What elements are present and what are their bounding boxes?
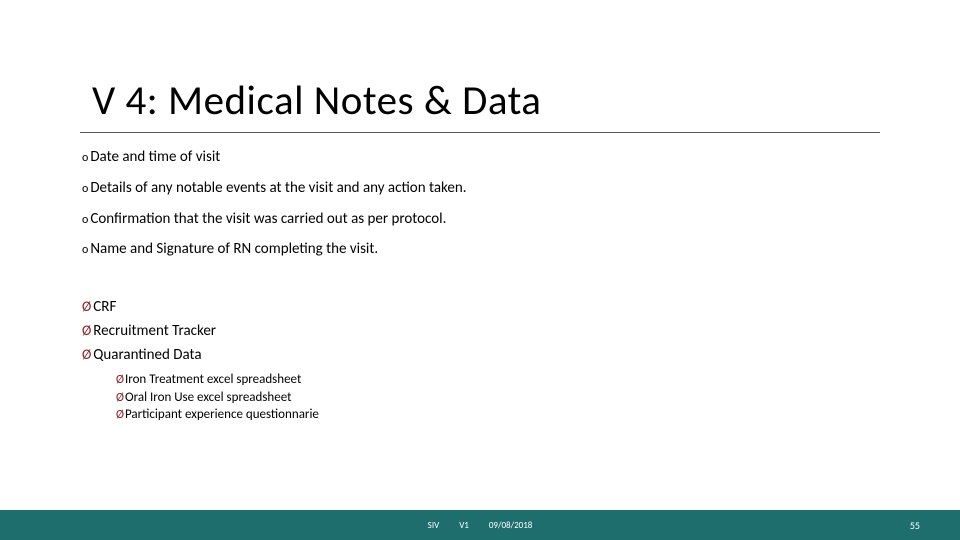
circle-bullet-list: o Date and time of visit o Details of an… (82, 148, 882, 271)
list-item-text: Date and time of visit (90, 148, 220, 166)
list-item: o Details of any notable events at the v… (82, 179, 882, 198)
circle-bullet-icon: o (82, 212, 88, 229)
arrow-bullet-list: Ø CRF Ø Recruitment Tracker Ø Quarantine… (82, 298, 882, 370)
footer-page-number: 55 (910, 519, 920, 532)
arrow-bullet-icon: Ø (82, 323, 91, 340)
list-item-text: Recruitment Tracker (93, 322, 216, 340)
footer-center: SIV V1 09/08/2018 (428, 520, 533, 531)
list-item: Ø Quarantined Data (82, 346, 882, 364)
list-item: o Name and Signature of RN completing th… (82, 240, 882, 259)
list-item: Ø Iron Treatment excel spreadsheet (116, 372, 876, 389)
list-item-text: Name and Signature of RN completing the … (90, 240, 378, 258)
list-item-text: CRF (93, 298, 116, 316)
list-item: Ø Recruitment Tracker (82, 322, 882, 340)
list-item-text: Iron Treatment excel spreadsheet (125, 372, 301, 387)
list-item-text: Participant experience questionnarie (125, 407, 319, 422)
footer-date: 09/08/2018 (489, 520, 532, 531)
circle-bullet-icon: o (82, 150, 88, 167)
list-item-text: Oral Iron Use excel spreadsheet (125, 390, 292, 405)
list-item: Ø Participant experience questionnarie (116, 407, 876, 424)
slide: V 4: Medical Notes & Data o Date and tim… (0, 0, 960, 540)
list-item-text: Confirmation that the visit was carried … (90, 210, 446, 228)
list-item: o Date and time of visit (82, 148, 882, 167)
arrow-bullet-icon: Ø (82, 347, 91, 364)
arrow-bullet-icon: Ø (116, 373, 124, 389)
list-item-text: Quarantined Data (93, 346, 201, 364)
title-underline (80, 132, 880, 133)
sub-arrow-bullet-list: Ø Iron Treatment excel spreadsheet Ø Ora… (116, 372, 876, 425)
list-item: Ø CRF (82, 298, 882, 316)
circle-bullet-icon: o (82, 242, 88, 259)
list-item: Ø Oral Iron Use excel spreadsheet (116, 390, 876, 407)
list-item: o Confirmation that the visit was carrie… (82, 210, 882, 229)
arrow-bullet-icon: Ø (116, 408, 124, 424)
footer-label-version: V1 (459, 520, 469, 531)
arrow-bullet-icon: Ø (116, 391, 124, 407)
footer-bar: SIV V1 09/08/2018 55 (0, 510, 960, 540)
slide-title: V 4: Medical Notes & Data (92, 76, 541, 126)
footer-label-siv: SIV (428, 520, 440, 531)
circle-bullet-icon: o (82, 181, 88, 198)
list-item-text: Details of any notable events at the vis… (90, 179, 466, 197)
arrow-bullet-icon: Ø (82, 299, 91, 316)
